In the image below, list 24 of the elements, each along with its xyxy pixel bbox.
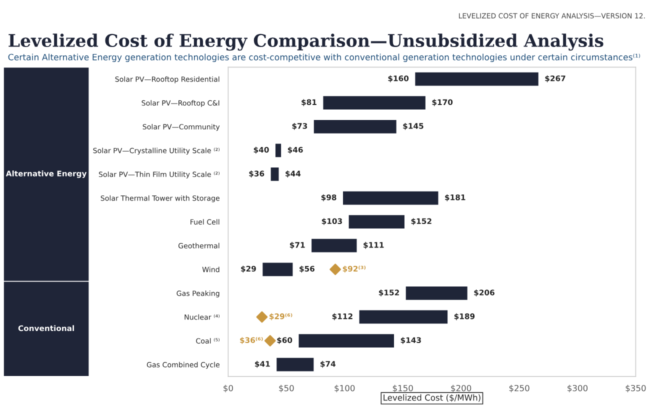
x-axis-title: Levelized Cost ($/MWh) xyxy=(384,394,480,402)
x-tick-label: $250 xyxy=(509,384,530,392)
bar xyxy=(274,142,282,159)
x-tick-label: $0 xyxy=(224,384,233,392)
bar xyxy=(414,70,540,88)
bar xyxy=(347,214,406,230)
bar xyxy=(275,356,316,373)
bar xyxy=(312,118,398,135)
chart-title: Levelized Cost of Energy Comparison—Unsubsidized Analysis xyxy=(8,34,604,51)
bar xyxy=(342,190,440,206)
bar xyxy=(322,94,427,111)
x-tick-label: $150 xyxy=(392,384,413,392)
x-tick-label: $200 xyxy=(451,384,472,392)
x-tick-label: $50 xyxy=(279,384,294,392)
bar xyxy=(269,166,280,182)
bar xyxy=(310,238,358,254)
bar xyxy=(358,308,449,326)
x-tick-label: $300 xyxy=(568,384,588,392)
x-tick-label: $350 xyxy=(626,384,646,392)
bar xyxy=(404,285,469,302)
x-tick-label: $100 xyxy=(334,384,355,392)
bar xyxy=(261,261,294,278)
bar xyxy=(297,332,396,349)
chart-subtitle: Certain Alternative Energy generation technologies are cost-competitive with conventional generation technologies under certain circumstances⁽¹⁾ xyxy=(8,54,640,62)
